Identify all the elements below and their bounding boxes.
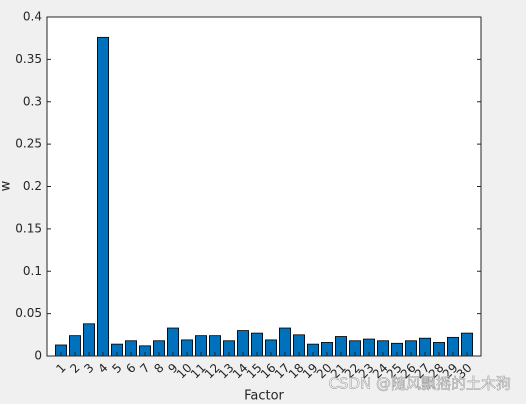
y-tick-label: 0.3 bbox=[23, 94, 42, 108]
x-tick-label: 6 bbox=[123, 361, 138, 376]
watermark: CSDN @随风飘摇的土木狗 bbox=[328, 375, 511, 393]
x-tick-label: 1 bbox=[53, 361, 68, 376]
x-tick-label: 3 bbox=[81, 361, 96, 376]
bar bbox=[83, 323, 96, 357]
bar bbox=[97, 36, 110, 357]
y-tick-label: 0.25 bbox=[15, 137, 42, 151]
y-tick-label: 0.15 bbox=[15, 221, 42, 235]
x-tick-label: 5 bbox=[109, 361, 124, 376]
y-tick-label: 0.1 bbox=[23, 264, 42, 278]
axes-box bbox=[46, 16, 482, 357]
bar bbox=[278, 327, 291, 357]
x-tick-label: 4 bbox=[95, 361, 110, 376]
y-axis-label: w bbox=[0, 180, 14, 191]
x-tick-label: 8 bbox=[151, 361, 166, 376]
x-tick-label: 2 bbox=[67, 361, 82, 376]
bar bbox=[166, 327, 179, 357]
y-tick-label: 0.4 bbox=[23, 10, 42, 24]
plot-area bbox=[47, 17, 481, 356]
y-tick-label: 0.2 bbox=[23, 179, 42, 193]
y-tick-label: 0.05 bbox=[15, 306, 42, 320]
x-axis-label: Factor bbox=[244, 389, 284, 404]
y-tick-label: 0 bbox=[34, 349, 42, 363]
y-tick-label: 0.35 bbox=[15, 52, 42, 66]
x-tick-label: 7 bbox=[137, 361, 152, 376]
